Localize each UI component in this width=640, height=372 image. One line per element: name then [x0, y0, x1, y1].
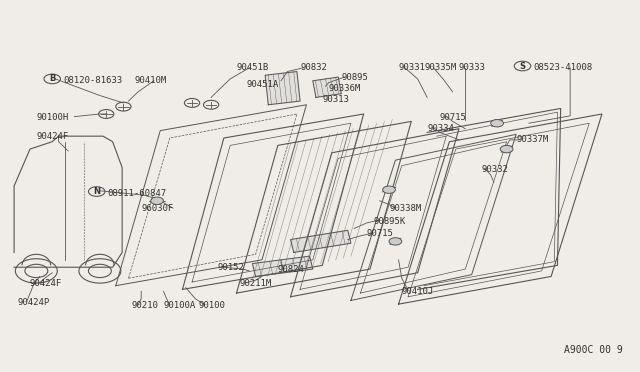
- Text: 90410J: 90410J: [402, 287, 434, 296]
- Text: 90424F: 90424F: [30, 279, 62, 288]
- Text: 90313: 90313: [323, 95, 349, 104]
- Text: 90338M: 90338M: [389, 203, 421, 213]
- Circle shape: [151, 197, 163, 205]
- Text: 90715: 90715: [440, 113, 467, 122]
- Text: 90332: 90332: [481, 165, 508, 174]
- Text: 96030F: 96030F: [141, 203, 173, 213]
- Text: 08911-60847: 08911-60847: [108, 189, 166, 198]
- Text: 90331: 90331: [399, 63, 426, 72]
- Polygon shape: [291, 230, 351, 253]
- Text: 90715: 90715: [367, 230, 394, 238]
- Text: 90210: 90210: [132, 301, 159, 311]
- Circle shape: [500, 145, 513, 153]
- Text: 90336M: 90336M: [329, 84, 361, 93]
- Polygon shape: [252, 256, 313, 276]
- Text: 90152: 90152: [218, 263, 244, 272]
- Text: 90451A: 90451A: [246, 80, 278, 89]
- Text: A900C 00 9: A900C 00 9: [564, 345, 623, 355]
- Text: 90410M: 90410M: [135, 76, 167, 85]
- Text: 90832: 90832: [300, 63, 327, 72]
- Text: 08523-41008: 08523-41008: [533, 63, 593, 72]
- Text: 90211M: 90211M: [240, 279, 272, 288]
- Text: 90824: 90824: [278, 264, 305, 273]
- Text: 90335M: 90335M: [424, 63, 456, 72]
- Text: 90451B: 90451B: [237, 63, 269, 72]
- Circle shape: [383, 186, 396, 193]
- Text: 90333: 90333: [459, 63, 486, 72]
- Text: 90337M: 90337M: [516, 135, 548, 144]
- Text: S: S: [520, 61, 525, 71]
- Text: 90100H: 90100H: [36, 113, 68, 122]
- Text: 08120-81633: 08120-81633: [63, 76, 122, 85]
- Text: B: B: [49, 74, 56, 83]
- Text: 90895K: 90895K: [373, 217, 405, 225]
- Circle shape: [491, 119, 504, 127]
- Text: 90895: 90895: [341, 73, 368, 81]
- Text: 90100A: 90100A: [163, 301, 196, 311]
- Text: 90424P: 90424P: [17, 298, 49, 307]
- Text: 90334: 90334: [427, 124, 454, 133]
- Text: 90100: 90100: [198, 301, 225, 311]
- Text: N: N: [93, 187, 100, 196]
- Text: 90424F: 90424F: [36, 132, 68, 141]
- Circle shape: [389, 238, 402, 245]
- Polygon shape: [265, 71, 300, 105]
- Polygon shape: [313, 77, 341, 97]
